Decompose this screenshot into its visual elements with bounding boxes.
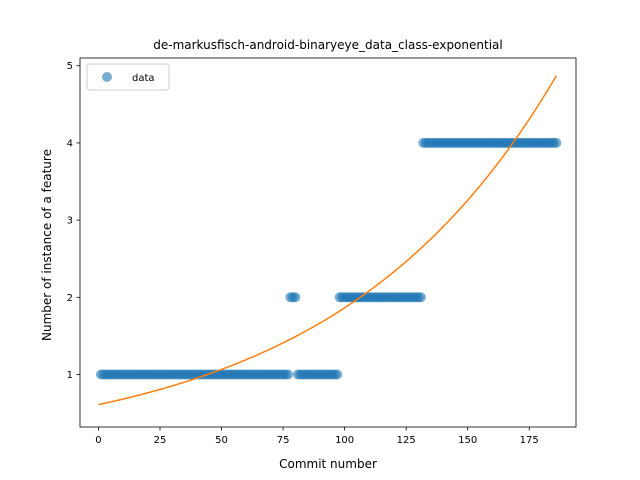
x-tick-label: 175 bbox=[520, 435, 539, 446]
legend: data bbox=[87, 64, 169, 90]
x-tick-label: 150 bbox=[458, 435, 477, 446]
legend-box bbox=[87, 64, 169, 90]
legend-label-data: data bbox=[132, 73, 155, 84]
x-axis-title: Commit number bbox=[279, 457, 377, 471]
data-point bbox=[416, 292, 426, 302]
y-tick-label: 3 bbox=[67, 216, 73, 227]
chart-title: de-markusfisch-android-binaryeye_data_cl… bbox=[153, 38, 502, 52]
y-tick-label: 1 bbox=[67, 370, 73, 381]
y-axis-title: Number of instance of a feature bbox=[40, 149, 54, 341]
y-tick-label: 4 bbox=[67, 138, 73, 149]
x-tick-label: 100 bbox=[335, 435, 354, 446]
x-tick-label: 125 bbox=[397, 435, 416, 446]
legend-marker-data bbox=[102, 72, 112, 82]
data-point bbox=[290, 292, 300, 302]
x-tick-label: 75 bbox=[277, 435, 290, 446]
x-tick-label: 50 bbox=[215, 435, 228, 446]
data-point bbox=[551, 138, 561, 148]
y-tick-label: 5 bbox=[67, 61, 73, 72]
data-point bbox=[283, 370, 293, 380]
y-tick-label: 2 bbox=[67, 293, 73, 304]
data-point bbox=[332, 370, 342, 380]
x-tick-label: 0 bbox=[95, 435, 101, 446]
x-tick-label: 25 bbox=[154, 435, 167, 446]
